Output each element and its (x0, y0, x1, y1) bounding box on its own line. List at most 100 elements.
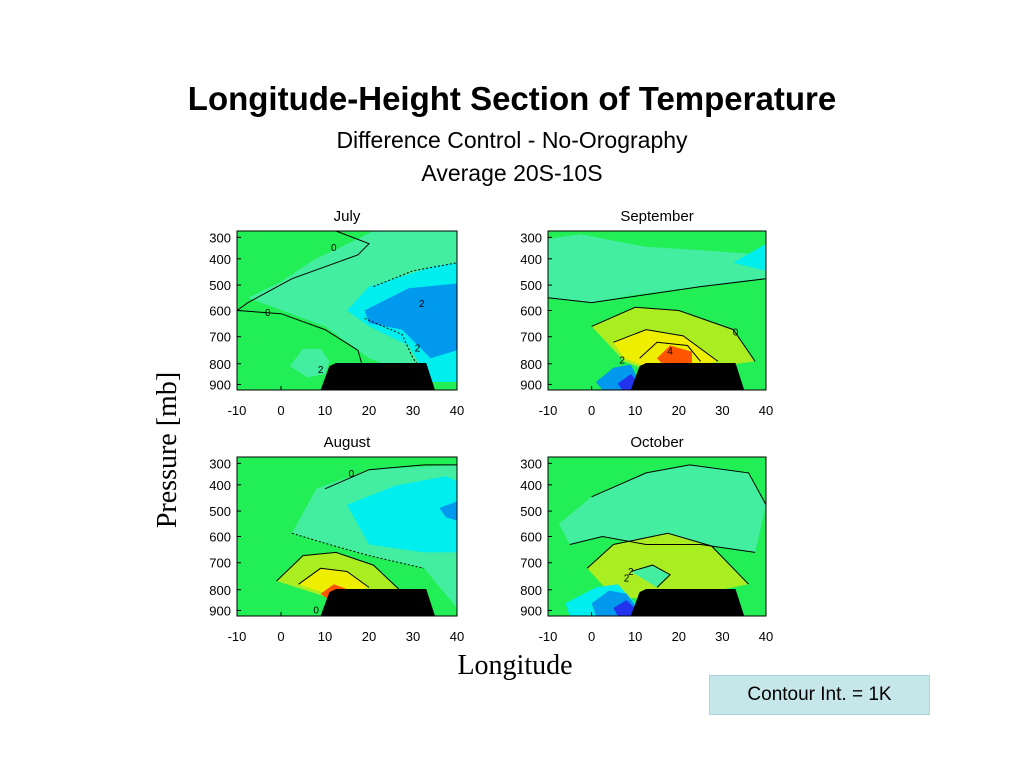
contour-line-2 (276, 551, 403, 593)
y-tick-label: 500 (520, 278, 542, 293)
contour-label: 2 (628, 567, 634, 578)
x-tick-label: 30 (715, 403, 729, 418)
x-tick-label: 40 (450, 629, 464, 644)
y-tick-label: 300 (520, 456, 542, 471)
x-tick-label: 10 (318, 403, 332, 418)
contour-label: 0 (265, 308, 271, 319)
y-axis-label: Pressure [mb] (152, 371, 183, 529)
contour-interval-note: Contour Int. = 1K (709, 675, 930, 715)
y-tick-label: 800 (520, 357, 542, 372)
contour-label: 0 (331, 243, 337, 254)
contour-line-2 (613, 329, 719, 362)
aug-zone-blue (439, 501, 457, 521)
y-tick-label: 700 (209, 330, 231, 345)
contour-line-0 (591, 464, 767, 505)
sep-zone-orange (657, 345, 692, 368)
x-axis-label: Longitude (457, 650, 573, 681)
contour-line-1 (236, 310, 366, 375)
panel-september: September-10 0 10 20 30 403004005006007008009… (520, 208, 773, 418)
y-tick-label: 900 (209, 377, 231, 392)
x-tick-label: -10 (228, 629, 247, 644)
y-tick-label: 900 (209, 603, 231, 618)
panel-july: July -10 0 10 20 30 40 300 400 500 600 700 800 900 0 0 2… (209, 208, 464, 418)
contour-label: 4 (667, 346, 673, 357)
x-tick-label: 0 (277, 629, 284, 644)
y-tick-label: 600 (209, 304, 231, 319)
contour-label: 2 (624, 574, 630, 585)
july-zone-warm (289, 348, 330, 378)
y-tick-label: 300 (209, 456, 231, 471)
contour-label: 0 (313, 605, 319, 616)
sep-zone-cyan (733, 243, 766, 271)
y-tick-label: 600 (209, 530, 231, 545)
july-zone-blue (364, 283, 457, 359)
panel-august: August -10 0 10 20 30 40 300 400 500 600 700 800 900 0… (209, 434, 464, 644)
panel-title: August (324, 434, 372, 451)
panel-title: October (630, 434, 683, 451)
y-tick-label: 900 (520, 377, 542, 392)
contour-line-2 (373, 262, 458, 288)
orography-mask (630, 589, 745, 616)
panel-title: September (620, 208, 693, 225)
contour-line-0 (324, 464, 457, 490)
y-tick-label: 400 (209, 252, 231, 267)
sep-zone-light-green (548, 234, 766, 303)
y-tick-label: 600 (520, 530, 542, 545)
y-tick-label: 900 (520, 603, 542, 618)
contour-line-0 (547, 278, 767, 304)
x-tick-label: 0 (277, 403, 284, 418)
y-tick-label: 300 (520, 230, 542, 245)
y-tick-label: 700 (520, 556, 542, 571)
x-tick-label: 30 (715, 629, 729, 644)
contour-line-1 (569, 535, 756, 553)
page-subtitle-2: Average 20S-10S (421, 160, 603, 186)
x-tick-label: 10 (628, 403, 642, 418)
contour-label: 2 (415, 344, 421, 355)
y-tick-label: 500 (520, 504, 542, 519)
y-tick-label: 300 (209, 230, 231, 245)
x-tick-label: 20 (362, 403, 376, 418)
contour-label: 2 (318, 365, 324, 376)
contour-line-3 (630, 564, 671, 588)
contour-line-1 (591, 306, 756, 362)
x-tick-label: 40 (450, 403, 464, 418)
contour-label: 0 (349, 469, 355, 480)
contour-line-0 (236, 230, 370, 311)
x-tick-label: 0 (588, 629, 595, 644)
page-title: Longitude-Height Section of Temperature (187, 80, 837, 117)
x-tick-label: 30 (406, 629, 420, 644)
orography-mask (630, 363, 745, 390)
y-tick-label: 800 (209, 583, 231, 598)
y-tick-label: 800 (520, 583, 542, 598)
y-tick-label: 700 (520, 330, 542, 345)
aug-zone-cyan (347, 476, 457, 553)
x-tick-label: 20 (672, 629, 686, 644)
y-tick-label: 800 (209, 357, 231, 372)
panel-october: October -10 0 10 20 30 40 300 400 500 600 700 800 900… (520, 434, 773, 644)
contour-line-2 (586, 532, 749, 585)
x-tick-label: -10 (228, 403, 247, 418)
y-tick-label: 400 (520, 478, 542, 493)
x-tick-label: 20 (362, 629, 376, 644)
oct-zone-yellow-green (587, 533, 749, 601)
y-tick-label: 500 (209, 504, 231, 519)
contour-line-3 (298, 567, 370, 588)
x-tick-label: 10 (318, 629, 332, 644)
y-tick-label: 500 (209, 278, 231, 293)
contour-label: 2 (619, 356, 625, 367)
y-tick-label: 400 (520, 252, 542, 267)
oct-zone-light-green (558, 464, 766, 553)
y-tick-label: 600 (520, 304, 542, 319)
x-tick-label: 40 (759, 403, 773, 418)
x-tick-label: 10 (628, 629, 642, 644)
oct-zone-inner (630, 565, 671, 588)
panel-title: July (334, 208, 361, 225)
x-tick-label: 40 (759, 629, 773, 644)
page-subtitle-1: Difference Control - No-Orography (336, 127, 688, 153)
x-tick-label: 0 (588, 403, 595, 418)
contour-line-3 (639, 341, 701, 362)
x-tick-label: -10 (539, 403, 558, 418)
contour-label: 2 (419, 299, 425, 310)
orography-mask (320, 363, 435, 390)
